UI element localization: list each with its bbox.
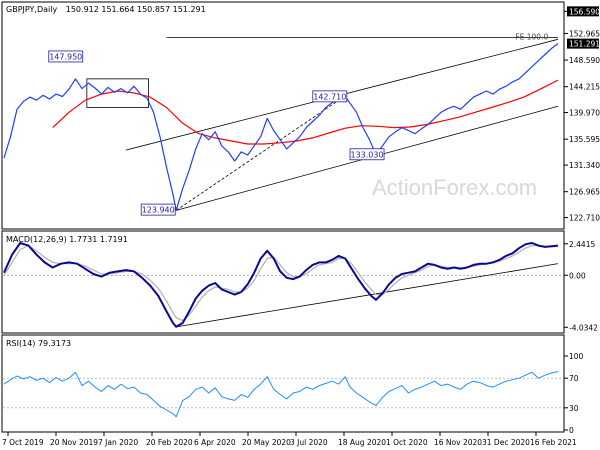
price-panel-header: GBPJPY,Daily 150.912 151.664 150.857 151… bbox=[6, 5, 206, 14]
ohlc-values: 150.912 151.664 150.857 151.291 bbox=[66, 5, 206, 14]
x-tick-label: 6 Apr 2020 bbox=[194, 438, 236, 447]
current-value-box bbox=[567, 38, 599, 49]
x-tick-label: 7 Jan 2020 bbox=[98, 438, 138, 447]
price-panel-frame bbox=[1, 1, 565, 230]
price-tick-label: 152.965 bbox=[569, 29, 600, 38]
rsi-panel-header: RSI(14) 79.3173 bbox=[6, 339, 71, 348]
consolidation-box bbox=[86, 78, 149, 108]
rsi-series-group bbox=[3, 371, 559, 418]
price-line bbox=[3, 43, 559, 211]
rsi-y-ticks: 100 70 30 0 bbox=[564, 352, 584, 435]
macd-tick-label: 0.00 bbox=[569, 271, 586, 280]
price-tick-label: 148.590 bbox=[569, 56, 600, 65]
x-tick-label: 20 Nov 2019 bbox=[50, 438, 98, 447]
x-tick-label: 16 Feb 2021 bbox=[530, 438, 577, 447]
x-tick-label: 20 May 2020 bbox=[242, 438, 291, 447]
annotation-label: 123.940 bbox=[142, 206, 175, 215]
projection-dashed-line bbox=[175, 95, 346, 211]
price-tick-label: 139.970 bbox=[569, 109, 600, 118]
price-annotations: 147.950 123.940 142.710 133.030 FE 100.0 bbox=[48, 33, 548, 216]
price-tick-label: 144.215 bbox=[569, 83, 600, 92]
price-tick-label: 156.590 bbox=[569, 7, 600, 16]
macd-panel-header: MACD(12,26,9) 1.7731 1.7191 bbox=[6, 235, 128, 244]
x-tick-label: 18 Aug 2020 bbox=[338, 438, 386, 447]
annotation-box bbox=[140, 203, 176, 216]
price-tick-label: 122.710 bbox=[569, 214, 600, 223]
annotation-label: 133.030 bbox=[350, 150, 383, 159]
x-tick-label: 3 Jul 2020 bbox=[290, 438, 328, 447]
annotation-box bbox=[312, 90, 348, 103]
rsi-level-lines bbox=[3, 377, 563, 409]
macd-trendline bbox=[176, 263, 559, 328]
price-y-ticks: 122.710 126.965 131.340 135.595 139.970 144.2… bbox=[564, 6, 600, 223]
rsi-tick-label: 70 bbox=[569, 374, 579, 383]
macd-panel-frame bbox=[1, 230, 565, 334]
fe-annotation: FE 100.0 bbox=[515, 33, 548, 42]
annotation-label: 147.950 bbox=[49, 52, 82, 61]
macd-y-ticks: 2.4415 0.00 -4.0342 bbox=[564, 240, 598, 332]
x-tick-label: 16 Nov 2020 bbox=[434, 438, 482, 447]
x-tick-label: 1 Oct 2020 bbox=[386, 438, 428, 447]
x-tick-label: 7 Oct 2019 bbox=[2, 438, 44, 447]
price-tick-label: 126.965 bbox=[569, 188, 600, 197]
symbol-label: GBPJPY,Daily bbox=[6, 5, 57, 14]
x-tick-label: 31 Dec 2020 bbox=[482, 438, 530, 447]
annotation-label: 142.710 bbox=[313, 92, 346, 101]
annotation-box bbox=[48, 50, 84, 63]
macd-tick-label: -4.0342 bbox=[569, 323, 598, 332]
macd-line bbox=[3, 242, 559, 328]
macd-series-group bbox=[3, 242, 559, 328]
rsi-tick-label: 0 bbox=[569, 426, 574, 435]
current-value-label: 151.291 bbox=[569, 40, 600, 49]
annotation-box bbox=[349, 148, 385, 161]
price-tick-label: 135.595 bbox=[569, 135, 600, 144]
x-tick-label: 20 Feb 2020 bbox=[146, 438, 193, 447]
rsi-tick-label: 30 bbox=[569, 404, 579, 413]
rsi-panel-frame bbox=[1, 334, 565, 433]
watermark: ActionForex.com bbox=[372, 175, 537, 200]
rsi-tick-label: 100 bbox=[569, 352, 584, 361]
moving-average-line bbox=[52, 79, 559, 145]
x-axis-ticks: 7 Oct 2019 20 Nov 2019 7 Jan 2020 20 Feb 20… bbox=[2, 432, 577, 447]
top-value-box bbox=[567, 6, 599, 17]
price-series-group bbox=[3, 43, 559, 211]
rsi-line bbox=[3, 371, 559, 418]
price-tick-label: 131.340 bbox=[569, 161, 600, 170]
macd-tick-label: 2.4415 bbox=[569, 240, 595, 249]
